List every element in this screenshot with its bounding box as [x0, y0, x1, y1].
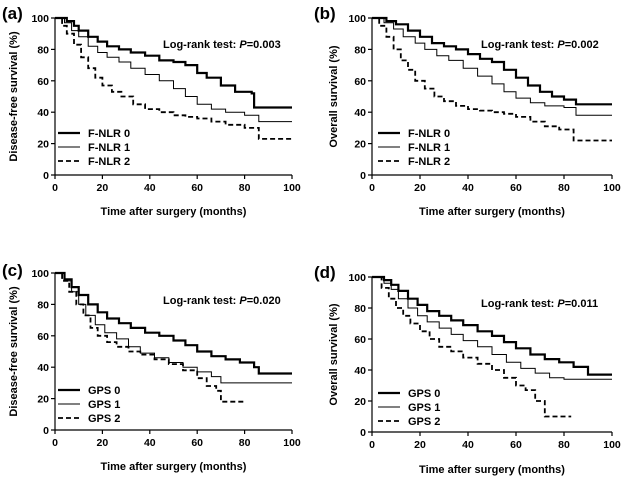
y-tick-label: 100: [348, 13, 366, 25]
survival-curve-f-nlr-0: [372, 16, 612, 106]
x-tick-label: 20: [97, 182, 109, 194]
log-rank-annotation: Log-rank test: P=0.003: [163, 39, 281, 51]
log-rank-annotation: Log-rank test: P=0.002: [481, 39, 599, 51]
y-axis-title: Overall survival (%): [328, 303, 340, 405]
survival-curve-f-nlr-1: [55, 17, 292, 123]
y-tick-label: 40: [354, 365, 366, 377]
x-tick-label: 100: [603, 439, 621, 451]
legend-label: GPS 2: [88, 413, 120, 425]
legend-label: F-NLR 1: [88, 142, 130, 154]
y-tick-label: 60: [37, 76, 49, 88]
log-rank-annotation: Log-rank test: P=0.020: [163, 295, 281, 307]
x-tick-label: 100: [283, 182, 301, 194]
panel-d: (d) 0 20 40 60 80 100 0 20 40 60 80 100 Time after su…: [314, 263, 621, 476]
x-axis-title: Time after surgery (months): [419, 206, 565, 218]
survival-curve-gps-0: [372, 275, 612, 376]
x-tick-label: 0: [52, 437, 58, 449]
y-axis-title: Disease-free survival (%): [8, 286, 20, 417]
y-tick-label: 60: [354, 76, 366, 88]
legend-label: F-NLR 2: [88, 156, 130, 168]
x-tick-label: 40: [144, 437, 156, 449]
y-tick-label: 20: [37, 394, 49, 406]
survival-curve-gps-0: [55, 271, 292, 375]
survival-curve-gps-2: [372, 276, 572, 418]
y-tick-label: 60: [37, 331, 49, 343]
x-tick-label: 0: [369, 439, 375, 451]
legend-label: F-NLR 0: [408, 128, 450, 140]
legend-label: GPS 2: [408, 416, 440, 428]
survival-curve-gps-1: [372, 276, 612, 380]
survival-curve-f-nlr-2: [372, 17, 612, 142]
x-tick-label: 40: [144, 182, 156, 194]
x-tick-label: 0: [369, 182, 375, 194]
x-tick-label: 100: [603, 182, 621, 194]
legend-label: GPS 0: [88, 385, 120, 397]
x-tick-label: 60: [510, 182, 522, 194]
y-tick-label: 20: [37, 139, 49, 151]
panel-label: (d): [314, 263, 336, 282]
survival-curve-gps-2: [55, 272, 245, 403]
y-tick-label: 20: [354, 139, 366, 151]
y-tick-label: 80: [354, 44, 366, 56]
x-tick-label: 40: [462, 439, 474, 451]
legend-label: F-NLR 0: [88, 128, 130, 140]
y-tick-label: 40: [37, 107, 49, 119]
y-tick-label: 40: [354, 107, 366, 119]
x-tick-label: 100: [283, 437, 301, 449]
x-tick-label: 20: [97, 437, 109, 449]
panel-b: (b) 0 20 40 60 80 100 0 20 40 60 80 100 Time after su…: [314, 4, 621, 218]
y-tick-label: 100: [348, 272, 366, 284]
y-tick-label: 0: [43, 170, 49, 182]
survival-curve-f-nlr-0: [55, 16, 292, 109]
legend-label: GPS 1: [408, 402, 440, 414]
x-axis-title: Time after surgery (months): [419, 464, 565, 476]
x-tick-label: 0: [52, 182, 58, 194]
panel-label: (b): [314, 4, 336, 23]
legend-label: F-NLR 2: [408, 156, 450, 168]
log-rank-annotation: Log-rank test: P=0.011: [481, 298, 598, 310]
x-tick-label: 80: [558, 439, 570, 451]
y-tick-label: 40: [37, 362, 49, 374]
x-tick-label: 20: [414, 439, 426, 451]
legend-label: GPS 0: [408, 388, 440, 400]
y-tick-label: 100: [31, 268, 49, 280]
panel-label: (a): [2, 4, 23, 23]
y-tick-label: 80: [37, 44, 49, 56]
x-tick-label: 60: [191, 437, 203, 449]
x-tick-label: 80: [239, 182, 251, 194]
y-tick-label: 80: [37, 299, 49, 311]
x-tick-label: 20: [414, 182, 426, 194]
x-axis-title: Time after surgery (months): [101, 206, 247, 218]
x-tick-label: 60: [510, 439, 522, 451]
legend-label: F-NLR 1: [408, 142, 450, 154]
y-tick-label: 80: [354, 303, 366, 315]
x-tick-label: 60: [191, 182, 203, 194]
y-axis-title: Disease-free survival (%): [8, 31, 20, 162]
panel-label: (c): [2, 261, 23, 280]
y-tick-label: 100: [31, 13, 49, 25]
y-tick-label: 20: [354, 396, 366, 408]
survival-curve-f-nlr-2: [55, 17, 292, 140]
legend-label: GPS 1: [88, 399, 120, 411]
survival-curve-f-nlr-1: [372, 17, 612, 116]
panel-a: (a) 0 20 40 60 80 100 0 20 40 60 80 100 Time after su…: [2, 4, 301, 218]
y-tick-label: 0: [360, 427, 366, 439]
y-axis-title: Overall survival (%): [328, 45, 340, 147]
y-tick-label: 0: [43, 425, 49, 437]
x-tick-label: 80: [558, 182, 570, 194]
x-tick-label: 80: [239, 437, 251, 449]
y-tick-label: 0: [360, 170, 366, 182]
x-axis-title: Time after surgery (months): [101, 461, 247, 473]
x-tick-label: 40: [462, 182, 474, 194]
panel-c: (c) 0 20 40 60 80 100 0 20 40 60 80 100 Time after su…: [2, 261, 301, 473]
y-tick-label: 60: [354, 334, 366, 346]
